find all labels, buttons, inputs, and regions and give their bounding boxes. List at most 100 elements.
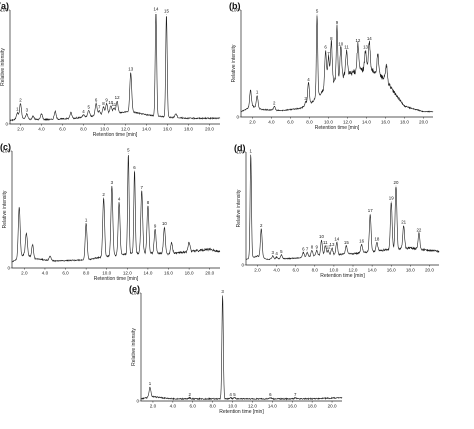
y-tick-label: 100 <box>236 150 244 155</box>
x-tick-label: 8.0 <box>312 268 319 273</box>
x-axis-title: Retention time [min] <box>219 409 264 415</box>
peak-label: 7 <box>327 51 330 56</box>
x-tick-label: 18.0 <box>406 268 415 273</box>
peak-point <box>294 397 296 399</box>
panel-e: (e) 0 100 2.0 4.0 6.0 8.0 10.0 12.0 14.0 16.0 18.0 2… <box>129 284 343 415</box>
x-tick-label: 14.0 <box>142 127 151 132</box>
peak-point <box>276 256 277 258</box>
peak-label: 3 <box>111 180 114 185</box>
peak-label: 11 <box>323 240 328 245</box>
x-tick-label: 10.0 <box>329 268 338 273</box>
peak-point <box>308 82 309 84</box>
peak-point <box>325 245 326 247</box>
peak-point <box>256 95 258 96</box>
x-tick-label: 8.0 <box>209 404 216 409</box>
y-tick-label: 0 <box>5 122 8 127</box>
x-tick-label: 2.0 <box>249 120 256 125</box>
peak-point <box>403 225 404 226</box>
x-tick-label: 18.0 <box>184 127 193 132</box>
peak-point <box>361 244 362 245</box>
peak-label: 7 <box>294 392 297 397</box>
x-tick-label: 2.0 <box>254 268 261 273</box>
x-tick-label: 20.0 <box>425 268 434 273</box>
peak-point <box>331 41 332 43</box>
peak-point <box>83 114 84 116</box>
x-tick-label: 2.0 <box>150 404 157 409</box>
x-tick-label: 12.0 <box>248 404 257 409</box>
peak-label: 8 <box>147 200 150 205</box>
x-tick-label: 6.0 <box>62 271 69 276</box>
peak-point <box>188 242 190 243</box>
peak-point <box>171 242 172 243</box>
x-axis-title: Retention time [min] <box>93 132 138 138</box>
peak-point <box>70 112 72 113</box>
x-tick-label: 20.0 <box>205 271 214 276</box>
peak-point <box>17 112 18 113</box>
peak-point <box>20 103 21 104</box>
peak-label: 1 <box>149 381 152 386</box>
panel-b: (b) 0 100 2.0 4.0 6.0 8.0 10.0 12.0 14.0 16.0 18.0 2… <box>229 1 434 131</box>
x-tick-label: 14.0 <box>368 268 377 273</box>
peak-point <box>369 41 370 43</box>
peak-point <box>328 56 329 58</box>
peak-label: 4 <box>307 77 310 82</box>
x-tick-label: 10.0 <box>100 127 109 132</box>
panel-d: (d) 0 100 2.0 4.0 6.0 8.0 10.0 12.0 14.0 16.0 18.0 2… <box>234 143 440 279</box>
peak-point <box>128 153 129 154</box>
x-tick-label: 6.0 <box>59 127 66 132</box>
peak-point <box>103 106 104 108</box>
peak-label: 13 <box>363 45 368 50</box>
peak-point <box>303 252 304 253</box>
peak-point <box>149 386 151 388</box>
x-tick-label: 18.0 <box>185 271 194 276</box>
peak-point <box>316 14 318 15</box>
peak-label: 18 <box>374 236 379 241</box>
x-tick-label: 8.0 <box>80 127 87 132</box>
peak-label: 1 <box>250 148 253 153</box>
peak-label: 8 <box>311 244 314 249</box>
x-tick-label: 4.0 <box>42 271 49 276</box>
x-tick-label: 12.0 <box>349 268 358 273</box>
peak-label: 15 <box>344 240 349 245</box>
peak-label: 2 <box>189 392 192 397</box>
x-tick-label: 16.0 <box>163 127 172 132</box>
peak-point <box>340 47 342 48</box>
peak-point <box>106 103 107 104</box>
peak-label: 21 <box>401 219 406 224</box>
y-axis-title: Relative intensity <box>231 44 237 82</box>
peak-point <box>346 245 347 247</box>
peak-label: 5 <box>316 8 319 13</box>
peak-label: 4 <box>275 251 278 256</box>
x-tick-label: 8.0 <box>83 271 90 276</box>
peak-point <box>346 50 347 51</box>
peak-point <box>327 250 329 251</box>
x-tick-label: 14.0 <box>143 271 152 276</box>
x-axis-title: Retention time [min] <box>94 276 139 282</box>
peak-label: 2 <box>260 223 263 228</box>
panel-label: (a) <box>0 1 9 11</box>
x-tick-label: 4.0 <box>273 268 280 273</box>
x-tick-label: 20.0 <box>205 127 214 132</box>
peak-point <box>32 244 33 245</box>
y-tick-label: 0 <box>241 263 244 268</box>
peak-label: 3 <box>304 96 307 101</box>
peak-point <box>110 105 112 107</box>
y-tick-label: 0 <box>7 266 10 271</box>
x-tick-label: 6.0 <box>292 268 299 273</box>
peak-label: 6 <box>133 165 136 170</box>
peak-label: 2 <box>19 97 22 102</box>
y-tick-label: 0 <box>236 115 239 120</box>
peak-point <box>369 213 371 215</box>
x-axis-title: Retention time [min] <box>315 125 360 131</box>
peak-point <box>41 113 42 114</box>
peak-label: 11 <box>112 102 117 107</box>
chromatogram-trace <box>9 13 221 122</box>
peak-label: 22 <box>416 227 421 232</box>
y-tick-label: 100 <box>2 149 10 154</box>
peak-point <box>166 14 167 15</box>
peak-point <box>274 106 275 107</box>
peak-label: 1 <box>16 107 19 112</box>
panel-label: (b) <box>229 1 241 11</box>
peak-label: 3 <box>221 289 224 294</box>
peak-label: 4 <box>118 196 121 201</box>
